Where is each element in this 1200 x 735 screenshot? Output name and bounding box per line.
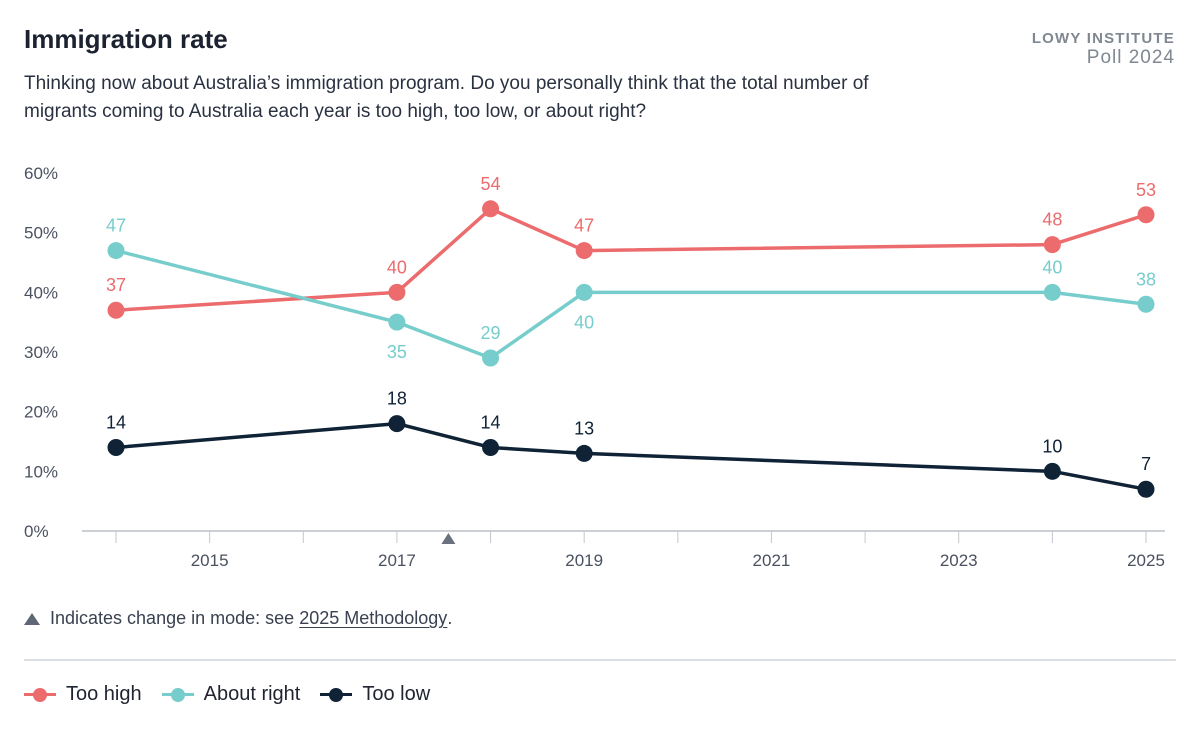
legend-item: About right — [161, 683, 301, 706]
data-point — [1137, 206, 1155, 224]
brand-logo: LOWY INSTITUTE Poll 2024 — [1032, 30, 1175, 68]
data-label: 38 — [1136, 269, 1156, 289]
methodology-link[interactable]: 2025 Methodology — [299, 608, 448, 628]
data-label: 29 — [481, 323, 501, 343]
series-line — [115, 207, 1147, 312]
legend-label: Too low — [362, 683, 431, 705]
data-label: 47 — [106, 216, 126, 236]
data-label: 47 — [574, 216, 594, 236]
data-point — [388, 415, 406, 433]
chart-title: Immigration rate — [24, 24, 228, 54]
data-point — [575, 444, 593, 462]
data-point — [482, 349, 500, 367]
data-point — [107, 438, 125, 456]
data-point — [1137, 295, 1155, 313]
x-tick-label: 2017 — [378, 551, 416, 570]
data-label: 14 — [481, 412, 501, 432]
mode-change-marker — [441, 533, 456, 544]
data-point — [1043, 236, 1061, 254]
brand-organisation: LOWY INSTITUTE — [1031, 30, 1175, 47]
legend-label: Too high — [66, 683, 142, 705]
legend-marker-icon — [24, 687, 56, 702]
data-point — [1043, 283, 1061, 301]
y-tick-label: 10% — [24, 462, 58, 481]
series-line — [115, 421, 1147, 491]
data-label: 48 — [1042, 210, 1062, 230]
data-label: 18 — [387, 389, 407, 409]
chart-legend: Too high About right Too low — [24, 683, 450, 706]
data-label: 14 — [106, 412, 126, 432]
y-tick-label: 20% — [24, 403, 58, 422]
y-tick-label: 40% — [24, 283, 58, 302]
note-text: Indicates change in mode: see — [50, 608, 295, 628]
line-chart: 0% 10% 20% 30% 40% 50% 60% 2015 2017 2019 2021 2023… — [24, 164, 1165, 570]
data-point — [482, 200, 500, 218]
legend-marker-icon — [161, 687, 194, 702]
triangle-icon — [24, 612, 40, 625]
data-label: 13 — [574, 418, 594, 438]
legend-item: Too low — [320, 683, 430, 706]
x-tick-label: 2023 — [940, 551, 978, 570]
data-label: 7 — [1141, 454, 1151, 474]
note-suffix: . — [447, 608, 453, 628]
legend-item: Too high — [24, 683, 142, 706]
x-tick-label: 2025 — [1127, 551, 1165, 570]
y-tick-label: 0% — [24, 522, 49, 541]
x-tick-label: 2021 — [753, 551, 791, 570]
y-tick-label: 50% — [24, 224, 58, 243]
divider — [24, 659, 1176, 661]
data-label: 40 — [574, 312, 594, 332]
data-label: 54 — [481, 174, 501, 194]
x-tick-label: 2015 — [191, 551, 229, 570]
chart-subtitle: Thinking now about Australia’s immigrati… — [24, 73, 869, 122]
legend-label: About right — [203, 683, 301, 705]
legend-marker-icon — [320, 687, 353, 702]
data-label: 10 — [1042, 436, 1062, 456]
data-label: 35 — [387, 342, 407, 362]
mode-change-note: Indicates change in mode: see 2025 Metho… — [24, 608, 452, 629]
y-tick-label: 60% — [24, 164, 58, 183]
data-label: 40 — [1042, 257, 1062, 277]
data-label: 40 — [387, 257, 407, 277]
data-point — [482, 438, 500, 456]
x-tick-label: 2019 — [565, 551, 603, 570]
data-point — [388, 283, 406, 301]
data-point — [1043, 462, 1061, 480]
data-label: 53 — [1136, 180, 1156, 200]
brand-poll-year: Poll 2024 — [1086, 47, 1175, 68]
data-point — [1137, 480, 1155, 498]
data-point — [107, 301, 125, 319]
series-line — [115, 248, 1147, 360]
data-point — [107, 242, 125, 260]
data-point — [388, 313, 406, 331]
data-point — [575, 242, 593, 260]
y-tick-label: 30% — [24, 343, 58, 362]
data-label: 37 — [106, 275, 126, 295]
data-point — [575, 283, 593, 301]
